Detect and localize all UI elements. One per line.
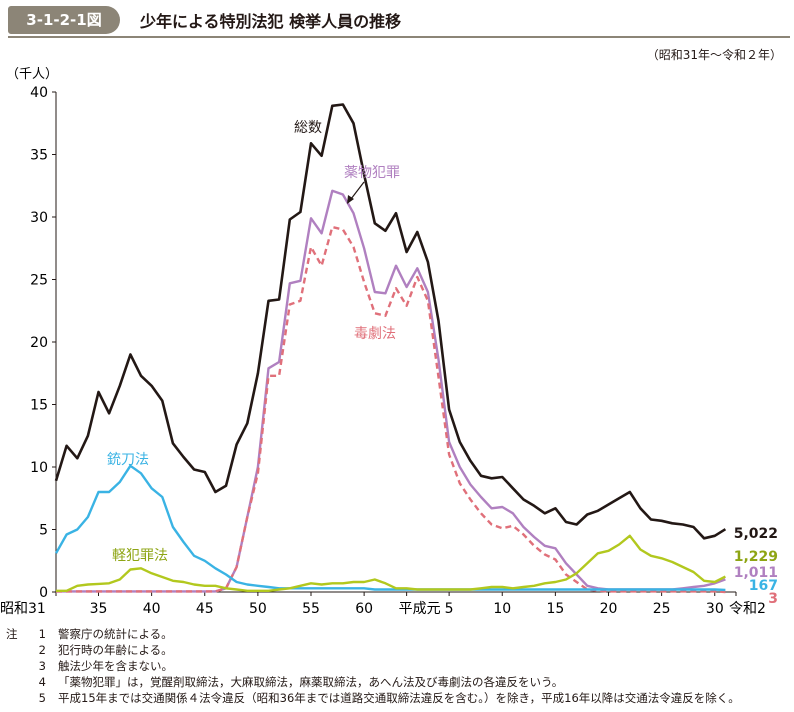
figure-header: 3-1-2-1図 少年による特別法犯 検挙人員の推移 xyxy=(0,0,794,44)
figure-title: 少年による特別法犯 検挙人員の推移 xyxy=(140,12,402,31)
x-tick-label: 55 xyxy=(302,601,320,617)
series-line xyxy=(56,534,726,592)
series-annotation: 薬物犯罪 xyxy=(344,165,400,181)
note-2: 2 犯行時の年齢による。 xyxy=(0,642,794,658)
x-tick-label: 5 xyxy=(445,601,454,617)
series-line xyxy=(56,225,726,594)
y-unit-label: （千人） xyxy=(6,67,58,82)
x-tick-label: 45 xyxy=(196,601,214,617)
note-mark: 注 xyxy=(6,627,18,641)
x-tick-label: 15 xyxy=(546,601,564,617)
y-tick-label: 30 xyxy=(30,210,48,226)
note-number: 3 xyxy=(38,659,46,673)
note-1: 注 1 警察庁の統計による。 xyxy=(0,626,794,642)
note-number: 4 xyxy=(38,675,46,689)
note-text: 触法少年を含まない。 xyxy=(58,659,173,673)
x-tick-label: 40 xyxy=(143,601,161,617)
annotation-arrow xyxy=(350,181,365,200)
series-line xyxy=(54,464,726,592)
x-tick-label: 20 xyxy=(600,601,618,617)
y-tick-label: 10 xyxy=(30,460,48,476)
series-end-value: 5,022 xyxy=(734,526,778,542)
series-annotation: 総数 xyxy=(294,120,322,136)
note-text: 「薬物犯罪」は，覚醒剤取締法，大麻取締法，麻薬取締法，あへん法及び毒劇法の各違反… xyxy=(58,675,564,689)
note-text: 平成15年までは交通関係４法令違反（昭和36年までは道路交通取締法違反を含む。）… xyxy=(58,691,740,705)
header-rule xyxy=(8,36,790,38)
x-tick-label: 平成元 xyxy=(399,601,441,617)
chart-series xyxy=(54,103,727,594)
y-tick-label: 15 xyxy=(30,398,48,414)
x-tick-label: 30 xyxy=(706,601,724,617)
x-tick-label: 50 xyxy=(249,601,267,617)
note-3: 3 触法少年を含まない。 xyxy=(0,658,794,674)
x-tick-label: 60 xyxy=(355,601,373,617)
y-tick-label: 35 xyxy=(30,148,48,164)
x-tick-label: 昭和31 xyxy=(0,601,46,617)
series-end-value: 1,011 xyxy=(734,565,778,581)
period-label: （昭和31年～令和２年） xyxy=(646,48,782,62)
y-tick-label: 40 xyxy=(30,85,48,101)
series-annotation: 銃刀法 xyxy=(107,452,149,468)
note-number: 1 xyxy=(38,627,46,641)
note-text: 警察庁の統計による。 xyxy=(58,627,173,641)
x-tick-label: 35 xyxy=(90,601,108,617)
figure-number: 3-1-2-1図 xyxy=(8,6,120,34)
annotation-arrowhead xyxy=(347,195,354,204)
y-tick-label: 5 xyxy=(39,523,48,539)
note-number: 2 xyxy=(38,643,46,657)
series-annotation: 毒劇法 xyxy=(354,326,396,342)
series-end-value: 3 xyxy=(768,591,778,607)
note-text: 犯行時の年齢による。 xyxy=(58,643,173,657)
x-tick-label: 25 xyxy=(653,601,671,617)
series-line xyxy=(54,103,727,540)
note-5: 5 平成15年までは交通関係４法令違反（昭和36年までは道路交通取締法違反を含む… xyxy=(0,690,794,706)
series-end-value: 167 xyxy=(749,578,778,594)
y-tick-label: 20 xyxy=(30,335,48,351)
y-tick-label: 25 xyxy=(30,273,48,289)
y-tick-label: 0 xyxy=(39,585,48,601)
note-4: 4 「薬物犯罪」は，覚醒剤取締法，大麻取締法，麻薬取締法，あへん法及び毒劇法の各… xyxy=(0,674,794,690)
series-end-value: 1,229 xyxy=(734,549,778,565)
x-tick-label: 令和2 xyxy=(729,601,766,617)
note-number: 5 xyxy=(38,691,46,705)
x-tick-label: 10 xyxy=(493,601,511,617)
series-annotation: 軽犯罪法 xyxy=(112,548,168,564)
